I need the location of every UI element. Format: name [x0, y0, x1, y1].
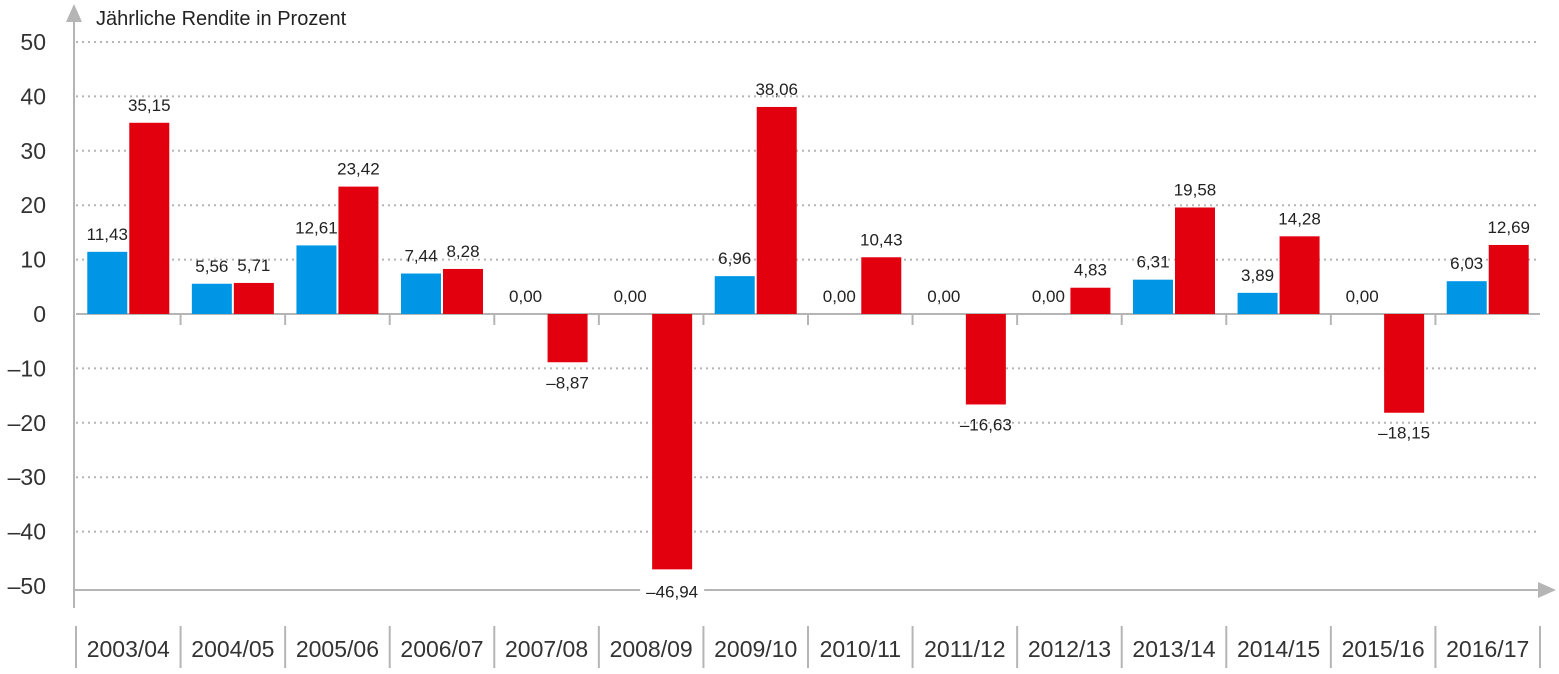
y-tick-label: –10 [8, 355, 46, 381]
data-label: 4,83 [1074, 261, 1107, 280]
category-label: 2004/05 [191, 636, 274, 662]
data-label: –46,94 [646, 582, 698, 601]
bar [1175, 207, 1215, 314]
bar [652, 314, 693, 570]
data-label: 35,15 [128, 96, 171, 115]
category-label: 2007/08 [505, 636, 588, 662]
gridlines [75, 41, 1541, 668]
category-label: 2015/16 [1342, 636, 1425, 662]
data-label: 0,00 [1032, 287, 1065, 306]
data-label: 19,58 [1174, 180, 1217, 199]
data-label: 6,31 [1136, 253, 1169, 272]
labels: 50 40 30 20 10 0 –10 –20 –30 –40 –50 2003/04 11,43 35… [8, 29, 1530, 662]
y-axis-arrow-icon [66, 4, 82, 22]
data-label: 6,96 [718, 249, 751, 268]
bar [87, 251, 128, 314]
bar [1070, 287, 1111, 314]
data-label: 38,06 [755, 80, 798, 99]
data-label: 0,00 [1346, 287, 1379, 306]
data-label: 0,00 [927, 287, 960, 306]
x-axis-arrow-icon [1538, 582, 1556, 598]
bar [233, 282, 274, 314]
category-label: 2014/15 [1237, 636, 1320, 662]
y-tick-label: –40 [8, 519, 46, 545]
data-label: –16,63 [960, 415, 1012, 434]
bar [1133, 279, 1173, 314]
data-label: 7,44 [404, 247, 437, 266]
category-label: 2003/04 [87, 636, 170, 662]
label-backing [640, 581, 705, 603]
data-label: –8,87 [546, 373, 589, 392]
bar [1279, 236, 1320, 314]
data-label: 5,56 [195, 257, 228, 276]
bar [1488, 244, 1529, 314]
axes [66, 4, 1556, 608]
data-label: 12,69 [1487, 218, 1530, 237]
y-tick-label: 0 [33, 301, 46, 327]
category-label: 2006/07 [400, 636, 483, 662]
bar [401, 273, 441, 314]
y-tick-label: 30 [20, 138, 46, 164]
y-tick-label: –20 [8, 410, 46, 436]
data-label: 6,03 [1450, 254, 1483, 273]
bar [714, 276, 755, 314]
bar [191, 283, 232, 314]
data-label: –18,15 [1378, 424, 1430, 443]
category-label: 2011/12 [924, 636, 1005, 662]
y-tick-label: 10 [20, 247, 46, 273]
chart-title: Jährliche Rendite in Prozent [96, 8, 347, 30]
category-label: 2010/11 [820, 636, 901, 662]
data-label: 10,43 [860, 230, 903, 249]
bar [1237, 292, 1278, 314]
bar [443, 268, 483, 314]
bar [861, 257, 902, 314]
y-tick-label: –30 [8, 464, 46, 490]
bar [1384, 314, 1425, 413]
bar [338, 186, 379, 314]
bar [1446, 281, 1487, 314]
data-label: 0,00 [823, 287, 856, 306]
y-tick-label: –50 [8, 573, 46, 599]
data-label: 3,89 [1241, 266, 1274, 285]
y-tick-label: 20 [20, 192, 46, 218]
bar [129, 122, 170, 314]
data-label: 8,28 [446, 242, 479, 261]
category-label: 2009/10 [714, 636, 797, 662]
data-label: 12,61 [295, 218, 338, 237]
data-label: 14,28 [1278, 209, 1321, 228]
bar [296, 245, 337, 314]
bar [965, 314, 1006, 405]
y-tick-label: 40 [20, 83, 46, 109]
data-label: 23,42 [337, 160, 380, 179]
category-label: 2012/13 [1028, 636, 1111, 662]
data-label: 5,71 [237, 256, 270, 275]
data-label: 0,00 [614, 287, 647, 306]
data-label: 0,00 [509, 287, 542, 306]
category-label: 2013/14 [1132, 636, 1215, 662]
category-label: 2005/06 [296, 636, 379, 662]
data-label: 11,43 [87, 225, 128, 244]
bar [547, 314, 588, 363]
bars [87, 106, 1529, 570]
category-label: 2016/17 [1446, 636, 1529, 662]
bar [756, 106, 797, 314]
category-label: 2008/09 [610, 636, 693, 662]
y-tick-label: 50 [20, 29, 46, 55]
